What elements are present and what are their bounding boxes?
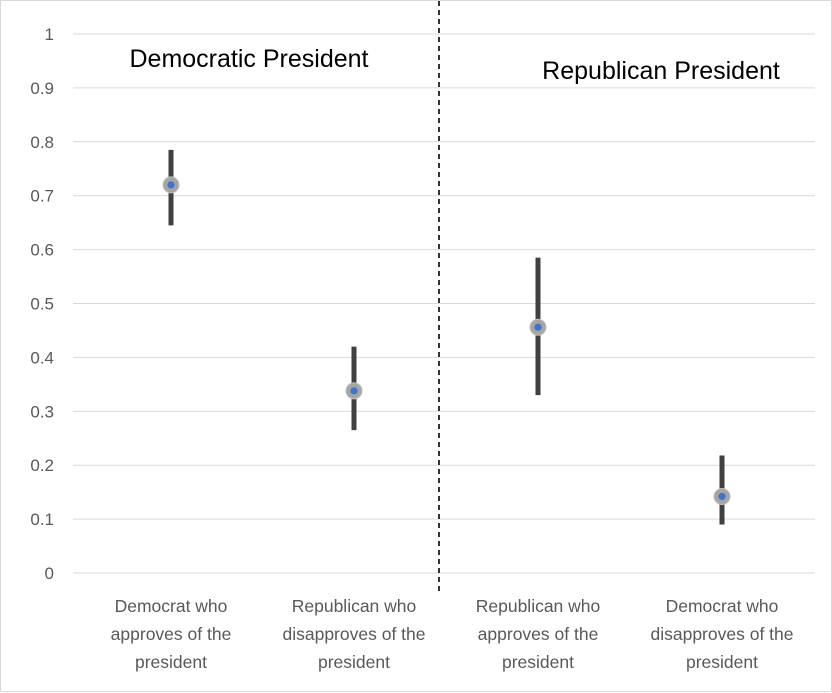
category-label-line: president [686,652,758,672]
category-label-line: president [135,652,207,672]
category-label-line: approves of the [111,624,232,644]
category-label-line: disapproves of the [282,624,425,644]
category-label-line: president [318,652,390,672]
y-tick-label: 0.9 [30,79,54,98]
y-tick-label: 0.8 [30,133,54,152]
y-tick-label: 0.5 [30,295,54,314]
y-tick-label: 0 [45,564,54,583]
y-tick-label: 0.3 [30,402,54,421]
data-point [350,387,358,395]
y-tick-label: 0.1 [30,510,54,529]
category-label: Republican who approves of the president [476,596,601,672]
data-point [534,323,542,331]
category-label-line: approves of the [478,624,599,644]
category-label: Democrat who disapproves of the president [650,596,793,672]
panel-labels: Democratic President Republican President [130,45,780,85]
category-label-line: Republican who [292,596,417,616]
y-tick-label: 0.2 [30,456,54,475]
category-label-line: Democrat who [115,596,228,616]
panel-label: Democratic President [130,45,369,73]
data-series [162,149,731,525]
category-label: Republican who disapproves of the presiden… [282,596,425,672]
y-axis-ticks: 0 0.1 0.2 0.3 0.4 0.5 0.6 0.7 0.8 0.9 1 [30,25,54,583]
panel-label: Republican President [542,57,780,85]
category-label-line: president [502,652,574,672]
data-point [718,492,726,501]
y-tick-label: 0.4 [30,348,54,367]
y-tick-label: 1 [45,25,54,44]
y-tick-label: 0.7 [30,187,54,206]
category-label-line: Democrat who [666,596,779,616]
gridlines [73,33,815,574]
category-label: Democrat who approves of the president [111,596,232,672]
y-tick-label: 0.6 [30,241,54,260]
data-point [167,181,175,189]
category-label-line: Republican who [476,596,601,616]
category-label-line: disapproves of the [650,624,793,644]
